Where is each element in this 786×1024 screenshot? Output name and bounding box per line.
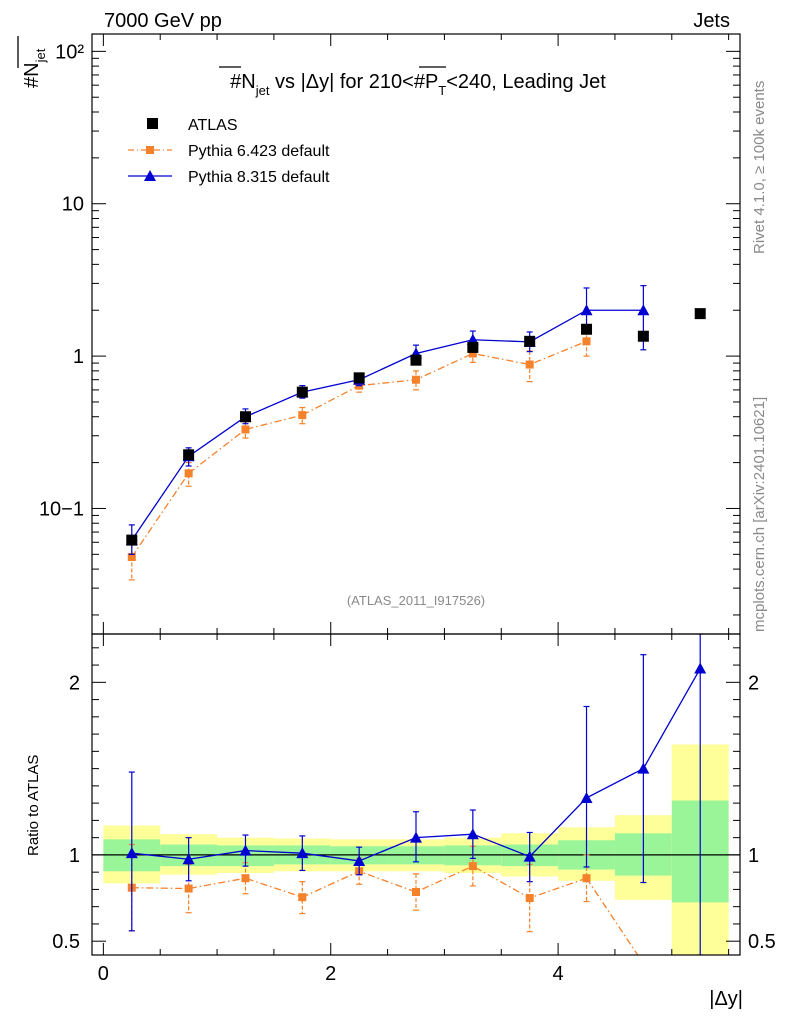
y-tick-label: 10−1 [39, 498, 84, 520]
y-tick-label: 10 [62, 194, 84, 216]
ratio-py8-point [694, 662, 707, 674]
ratio-py6-point [298, 893, 307, 902]
ratio-py6-point [241, 874, 250, 883]
atlas-point [353, 372, 365, 384]
legend: ATLAS Pythia 6.423 default Pythia 8.315 … [128, 117, 330, 186]
legend-atlas-label: ATLAS [188, 117, 238, 134]
py6-point [184, 469, 193, 478]
py6-point [468, 349, 477, 358]
ratio-py8-point [296, 847, 309, 859]
py6-point [525, 360, 534, 369]
ratio-py8-point [353, 854, 366, 866]
ratio-py6-point [412, 888, 420, 897]
ratio-y-tick-label: 2 [69, 672, 80, 694]
ratio-py8-point [239, 844, 252, 856]
py6-point [241, 425, 250, 434]
ratio-py8-point [125, 847, 138, 859]
ratio-py8-point [523, 850, 536, 862]
analysis-id: (ATLAS_2011_I917526) [347, 593, 485, 608]
atlas-point [183, 449, 195, 461]
ratio-py8-point [580, 791, 593, 803]
ratio-py8-point [410, 831, 422, 843]
upper-plot-marks [125, 285, 706, 581]
py6-point [298, 411, 307, 420]
py8-line [131, 309, 644, 541]
legend-atlas-marker [147, 118, 158, 129]
x-axis-label: |Δy| [709, 988, 743, 1010]
upper-ylabel: #Njet [21, 48, 48, 88]
atlas-point [239, 411, 251, 423]
atlas-point [524, 335, 536, 347]
ratio-py8-point [182, 853, 195, 865]
y-tick-label: 10² [55, 41, 84, 63]
ratio-ylabel: Ratio to ATLAS [25, 755, 42, 856]
legend-py6-label: Pythia 6.423 default [188, 143, 330, 160]
x-tick-label: 2 [325, 963, 336, 985]
ratio-plot-marks [125, 634, 707, 955]
rivet-label: Rivet 4.1.0, ≥ 100k events [751, 81, 768, 254]
py8-point [637, 304, 650, 316]
legend-py8-marker [144, 170, 156, 181]
y-tick-label: 1 [73, 346, 84, 368]
ratio-y-tick-label-right: 1 [748, 845, 759, 867]
ratio-py6-point [525, 894, 534, 903]
ratio-y-tick-label: 0.5 [52, 931, 80, 953]
ratio-y-tick-label-right: 2 [748, 672, 759, 694]
py6-point [582, 337, 591, 346]
energy-label: 7000 GeV pp [104, 10, 222, 32]
atlas-point [296, 386, 308, 398]
ratio-y-tick-label: 1 [69, 845, 80, 867]
x-tick-label: 0 [98, 963, 109, 985]
ratio-py8-point [637, 762, 650, 774]
ratio-py6-point [468, 862, 477, 871]
atlas-point [126, 534, 138, 546]
py8-point [580, 304, 593, 316]
ratio-frame [91, 633, 741, 956]
axes: 0 2 4 10−1 1 10 10² 0.5 0.5 1 1 2 2 [39, 33, 776, 985]
ratio-py6-tail [585, 877, 639, 955]
atlas-point [637, 330, 649, 342]
atlas-point [410, 354, 422, 366]
legend-py6-marker [146, 146, 154, 154]
atlas-point [581, 323, 593, 335]
atlas-point [694, 308, 706, 320]
x-tick-label: 4 [553, 963, 564, 985]
jets-label: Jets [693, 10, 730, 32]
py6-point [412, 375, 420, 384]
plot-title: #Njet vs |Δy| for 210<#PT<240, Leading J… [230, 71, 606, 98]
ratio-py6-point [184, 884, 193, 893]
py6-point [127, 553, 136, 562]
mcplots-label: mcplots.cern.ch [arXiv:2401.10621] [751, 397, 768, 632]
atlas-point [467, 341, 479, 353]
legend-py8-label: Pythia 8.315 default [188, 169, 330, 186]
ratio-py8-point [466, 828, 479, 840]
ratio-y-tick-label-right: 0.5 [748, 931, 776, 953]
